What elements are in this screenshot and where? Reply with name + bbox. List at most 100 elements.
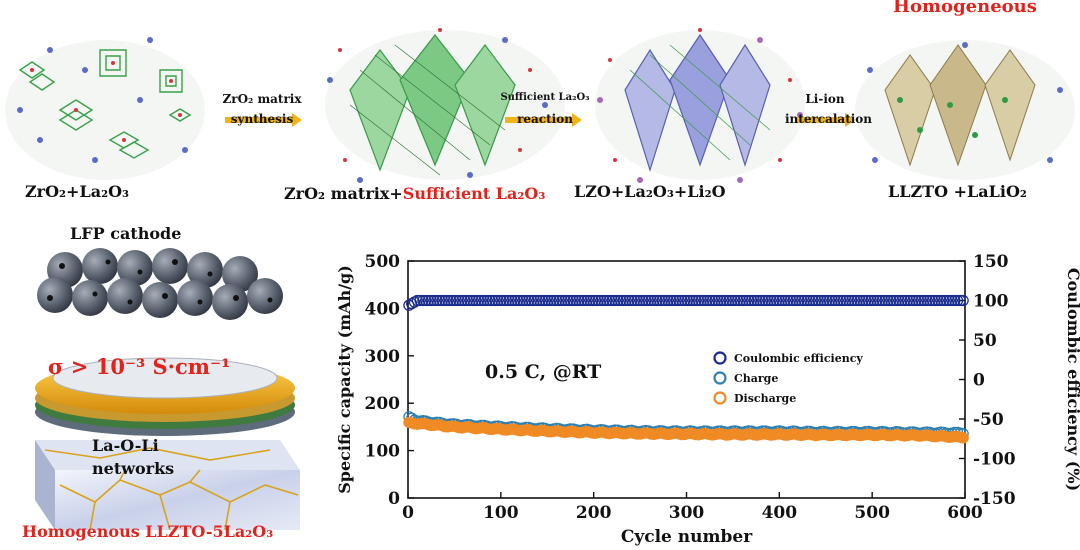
series-layer [403,294,969,444]
data-point [536,294,549,307]
data-point [467,294,479,307]
arrow-1 [225,113,302,127]
data-point [570,294,582,307]
data-point [433,294,446,307]
data-point [692,294,705,307]
y2-tick-label: 50 [973,331,997,351]
data-point [436,294,448,307]
data-point [770,294,783,307]
data-point [489,294,501,307]
legend-marker [713,371,727,385]
data-point [589,294,602,307]
data-point [873,294,886,307]
data-point [865,294,877,307]
data-point [921,294,933,307]
data-point [737,294,749,307]
data-point [442,294,454,307]
data-point [470,294,482,307]
network-label-line1: La-O-Li [92,436,159,455]
data-point [456,294,468,307]
data-point [946,294,958,307]
data-point [612,294,624,307]
data-point [445,294,457,307]
data-point [531,294,543,307]
data-point [790,294,802,307]
data-point [907,294,919,307]
data-point [687,294,699,307]
data-point [904,294,916,307]
data-point [417,294,429,307]
data-point [439,294,451,307]
legend-label: Charge [734,372,778,385]
crystal-illustrations [5,28,1075,183]
data-point [665,294,677,307]
data-point [793,294,805,307]
x-tick-label: 400 [762,503,798,523]
data-point [601,294,613,307]
data-point [651,294,663,307]
data-point [517,294,529,307]
y-axis-label: Specific capacity (mAh/g) [335,265,354,494]
data-point [929,294,941,307]
series-discharge [403,416,969,444]
data-point [484,294,496,307]
y2-tick-label: -100 [973,450,1016,470]
data-point [659,294,671,307]
y-tick-label: 200 [365,394,401,414]
data-point [567,294,579,307]
arrow2-top-label: Sufficient La₂O₃ [500,92,590,103]
data-point [497,294,510,307]
data-point [550,294,563,307]
data-point [912,294,925,307]
data-point [525,294,538,307]
data-point [414,294,426,307]
process-arrows [225,113,855,127]
stage3-label: LZO+La₂O₃+Li₂O [574,182,726,201]
y2-tick-label: 150 [973,252,1009,272]
data-point [915,294,928,307]
data-point [704,294,716,307]
data-point [520,294,532,307]
legend-label: Coulombic efficiency [734,352,863,365]
data-point [754,294,766,307]
data-point [453,294,465,307]
data-point [854,294,866,307]
data-point [954,294,967,307]
data-point [695,294,708,307]
data-point [751,294,763,307]
data-point [539,294,552,307]
data-point [871,294,883,307]
y-axis-left: 0 100 200 300 400 500 [365,252,414,509]
la-o-li-network-block [35,440,300,530]
data-point [932,294,944,307]
data-point [857,294,869,307]
arrow-3 [795,113,855,127]
data-point [731,294,744,307]
homogeneous-label: Homogeneous [893,0,1037,17]
data-point [823,294,836,307]
data-point [511,294,524,307]
stage4-label: LLZTO +LaLiO₂ [888,182,1027,201]
data-point [804,294,816,307]
data-point [506,294,518,307]
data-point [450,294,462,307]
data-point [862,294,875,307]
data-point [773,294,785,307]
data-point [743,294,755,307]
data-point [495,294,507,307]
data-point [690,294,702,307]
y-axis-right: -150 -100 -50 0 50 100 150 [959,252,1016,509]
arrow1-top-label: ZrO₂ matrix [222,92,302,106]
data-point [709,294,721,307]
data-point [553,294,565,307]
stage1-crystal-cluster [5,37,205,180]
data-point [564,294,577,307]
stage3-crystal-cluster [595,28,805,183]
data-point [826,294,838,307]
data-point [431,294,443,307]
arrow1-bottom-label: synthesis [230,112,294,126]
data-point [768,294,780,307]
cathode-label: LFP cathode [70,224,182,243]
data-point [645,294,657,307]
chart-legend: Coulombic efficiency Charge Discharge [713,351,863,405]
